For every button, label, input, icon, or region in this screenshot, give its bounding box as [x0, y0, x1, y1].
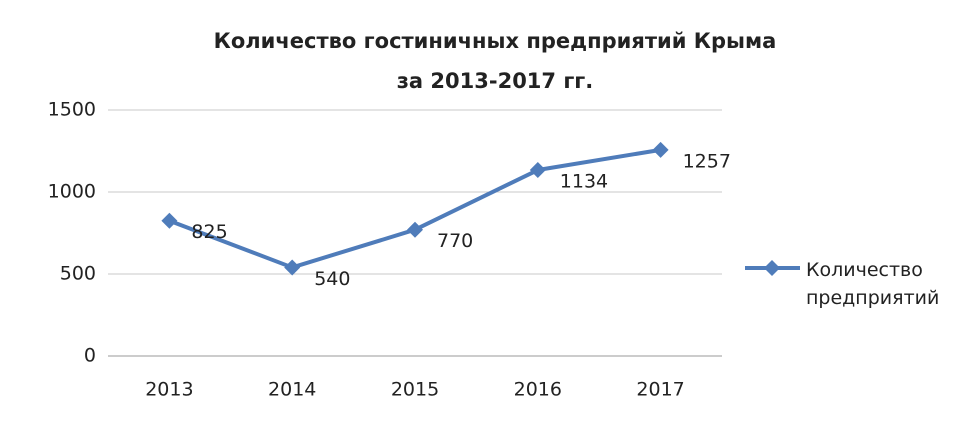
- data-label: 1257: [683, 150, 731, 172]
- chart-title: Количество гостиничных предприятий Крыма: [214, 29, 777, 53]
- x-tick-label: 2017: [636, 379, 684, 401]
- legend-marker: [764, 260, 780, 276]
- data-point: [161, 212, 178, 229]
- y-tick-label: 0: [84, 345, 96, 367]
- data-point: [284, 259, 301, 276]
- data-point: [407, 221, 423, 238]
- data-label: 825: [191, 221, 227, 243]
- series-line: [168, 147, 661, 270]
- data-label: 1134: [560, 171, 608, 193]
- y-tick-label: 500: [60, 263, 96, 285]
- data-label: 540: [314, 268, 350, 290]
- legend-label: Количество предприятий: [806, 259, 940, 309]
- data-point: [529, 162, 546, 179]
- data-point: [652, 141, 669, 158]
- x-tick-label: 2016: [514, 379, 562, 401]
- y-tick-label: 1000: [48, 181, 96, 203]
- chart-title: за 2013-2017 гг.: [397, 69, 594, 93]
- x-tick-label: 2013: [145, 379, 193, 401]
- x-tick-label: 2015: [391, 379, 439, 401]
- data-label: 770: [437, 230, 473, 252]
- y-tick-label: 1500: [48, 99, 96, 121]
- x-tick-label: 2014: [268, 379, 316, 401]
